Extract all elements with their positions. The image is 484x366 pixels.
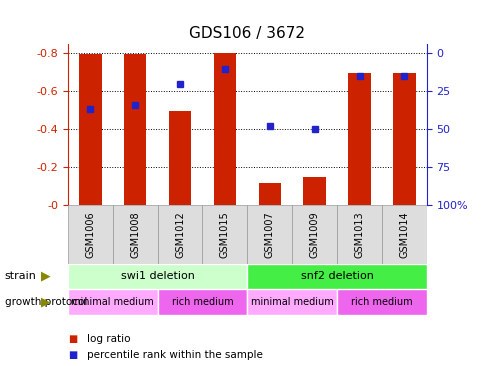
Text: GSM1013: GSM1013	[354, 211, 364, 258]
Bar	[336, 205, 381, 264]
Bar	[291, 205, 336, 264]
Text: strain: strain	[5, 271, 37, 281]
Text: log ratio: log ratio	[87, 333, 131, 344]
Bar	[303, 178, 325, 205]
Bar	[68, 264, 247, 289]
Text: percentile rank within the sample: percentile rank within the sample	[87, 350, 263, 360]
Text: snf2 deletion: snf2 deletion	[300, 271, 373, 281]
Text: GSM1008: GSM1008	[130, 211, 140, 258]
Bar	[68, 289, 157, 315]
Text: GSM1014: GSM1014	[398, 211, 408, 258]
Bar	[157, 205, 202, 264]
Bar	[157, 289, 247, 315]
Text: growth protocol: growth protocol	[5, 297, 87, 307]
Title: GDS106 / 3672: GDS106 / 3672	[189, 26, 305, 41]
Bar	[202, 205, 247, 264]
Text: ▶: ▶	[41, 295, 51, 309]
Bar	[247, 205, 291, 264]
Text: GSM1015: GSM1015	[219, 211, 229, 258]
Bar	[393, 73, 415, 205]
Text: swi1 deletion: swi1 deletion	[121, 271, 194, 281]
Text: ■: ■	[68, 350, 77, 360]
Bar	[247, 289, 336, 315]
Text: GSM1007: GSM1007	[264, 211, 274, 258]
Bar	[112, 205, 157, 264]
Bar	[213, 53, 236, 205]
Bar	[124, 54, 146, 205]
Text: rich medium: rich medium	[350, 297, 412, 307]
Text: minimal medium: minimal medium	[250, 297, 333, 307]
Bar	[247, 264, 426, 289]
Bar	[381, 205, 426, 264]
Text: GSM1009: GSM1009	[309, 211, 319, 258]
Text: rich medium: rich medium	[171, 297, 233, 307]
Bar	[79, 54, 101, 205]
Text: GSM1012: GSM1012	[175, 211, 185, 258]
Text: ▶: ▶	[41, 270, 51, 283]
Bar	[68, 205, 112, 264]
Text: GSM1006: GSM1006	[85, 211, 95, 258]
Bar	[168, 111, 191, 205]
Text: ■: ■	[68, 333, 77, 344]
Bar	[348, 73, 370, 205]
Text: minimal medium: minimal medium	[71, 297, 154, 307]
Bar	[258, 183, 280, 205]
Bar	[336, 289, 426, 315]
